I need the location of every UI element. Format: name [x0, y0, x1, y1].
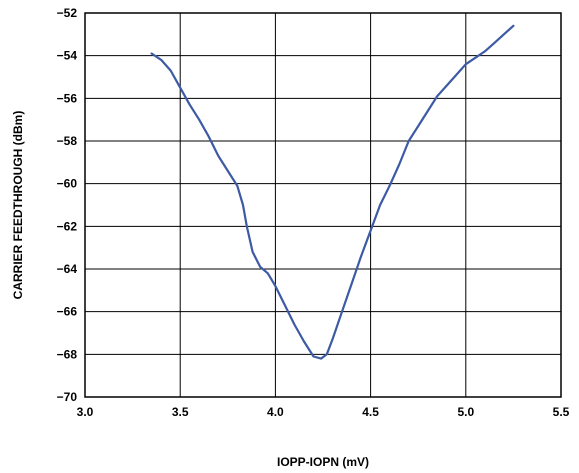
x-axis-title: IOPP-IOPN (mV) — [277, 455, 369, 469]
x-tick-label: 3.0 — [77, 405, 94, 419]
y-tick-label: −64 — [57, 262, 78, 276]
y-tick-label: −66 — [57, 305, 78, 319]
y-tick-label: −60 — [57, 177, 78, 191]
y-tick-label: −58 — [57, 134, 78, 148]
x-tick-labels: 3.0 3.5 4.0 4.5 5.0 5.5 — [77, 405, 570, 419]
x-tick-label: 4.5 — [362, 405, 379, 419]
series-line — [150, 24, 515, 360]
y-tick-labels: −52 −54 −56 −58 −60 −62 −64 −66 −68 −70 — [57, 6, 78, 404]
x-tick-label: 5.5 — [553, 405, 570, 419]
x-tick-label: 4.0 — [267, 405, 284, 419]
y-tick-label: −70 — [57, 390, 78, 404]
y-axis-title: CARRIER FEEDTHROUGH (dBm) — [11, 111, 25, 300]
y-tick-label: −54 — [57, 49, 78, 63]
y-tick-label: −56 — [57, 91, 78, 105]
plot-frame — [84, 12, 562, 398]
y-tick-label: −62 — [57, 219, 78, 233]
grid-lines — [84, 12, 562, 398]
y-tick-label: −52 — [57, 6, 78, 20]
x-tick-label: 5.0 — [457, 405, 474, 419]
x-tick-label: 3.5 — [172, 405, 189, 419]
y-tick-label: −68 — [57, 347, 78, 361]
